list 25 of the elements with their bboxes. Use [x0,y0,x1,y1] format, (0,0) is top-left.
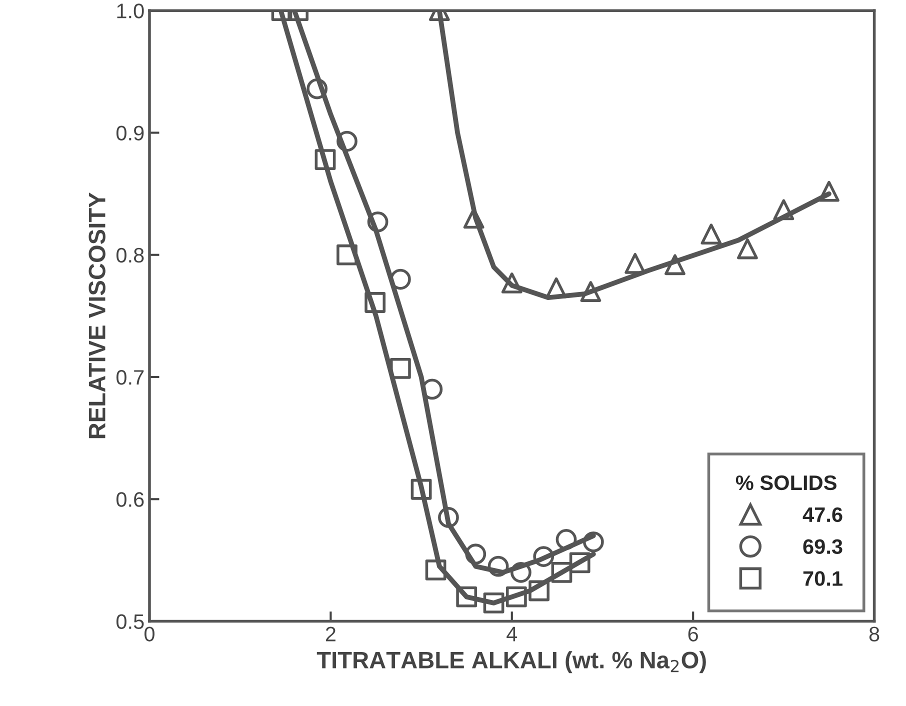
x-tick-label: 2 [326,626,336,642]
point [737,238,758,260]
point [773,199,794,220]
x-tick-label: 0 [144,626,154,642]
point [624,252,646,274]
legend-label: 69.3 [803,539,842,554]
point [818,180,840,202]
point [501,272,522,294]
point [580,281,602,302]
legend-title: % SOLIDS [736,475,836,490]
point [664,254,686,276]
x-tick-label: 4 [506,626,518,642]
y-tick-label: 0.9 [116,126,144,140]
y-tick-label: 0.6 [116,492,144,507]
y-tick-label: 1.0 [117,4,144,18]
legend-label: 70.1 [803,571,842,586]
y-tick-label: 0.5 [116,614,144,630]
y-tick-label: 0.7 [116,370,144,385]
y-axis-title: RELATIVE VISCOSITY [88,192,106,438]
point [700,224,722,245]
x-tick-label: 6 [688,626,698,642]
y-tick-label: 0.8 [116,248,144,263]
x-axis-title: TITRATABLE ALKALI (wt. % Na$_{2}$O) [316,651,706,674]
legend-label: 47.6 [802,507,842,522]
x-tick-label: 8 [869,626,880,642]
